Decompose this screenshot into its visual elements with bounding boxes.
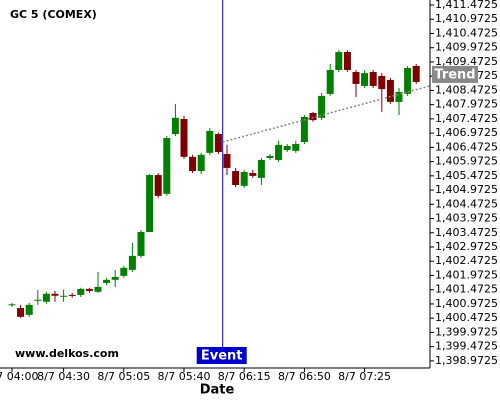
y-tick-label: 1,403.9725 bbox=[435, 212, 498, 225]
candle-body bbox=[223, 153, 231, 168]
candle-body bbox=[266, 155, 274, 158]
chart-title: GC 5 (COMEX) bbox=[10, 8, 97, 21]
x-tick-label: 8/7 06:15 bbox=[218, 370, 271, 383]
candle-body bbox=[309, 112, 317, 121]
candle-body bbox=[85, 288, 93, 291]
y-tick-label: 1,409.4725 bbox=[435, 55, 498, 68]
y-tick-label: 1,401.9725 bbox=[435, 268, 498, 281]
candle-body bbox=[240, 171, 248, 186]
y-tick-label: 1,401.4725 bbox=[435, 283, 498, 296]
candle-body bbox=[283, 146, 291, 150]
candle-body bbox=[378, 75, 386, 90]
trend-box bbox=[432, 65, 478, 83]
candle-body bbox=[17, 307, 25, 317]
y-tick-label: 1,406.4725 bbox=[435, 140, 498, 153]
y-tick-label: 1,407.9725 bbox=[435, 98, 498, 111]
x-axis-label: Date bbox=[200, 383, 235, 398]
candle-body bbox=[318, 95, 326, 118]
candle-body bbox=[120, 267, 128, 276]
event-box bbox=[196, 347, 247, 364]
event-label: Event bbox=[201, 349, 243, 364]
y-tick-label: 1,405.4725 bbox=[435, 169, 498, 182]
candle-body bbox=[335, 52, 343, 70]
candle-body bbox=[275, 144, 283, 160]
y-tick-label: 1,402.9725 bbox=[435, 240, 498, 253]
candle-body bbox=[154, 175, 162, 196]
candle-body bbox=[180, 118, 188, 157]
watermark: www.delkos.com bbox=[15, 347, 119, 360]
candle-body bbox=[51, 293, 59, 296]
candle-body bbox=[404, 67, 412, 94]
candle-body bbox=[326, 69, 334, 94]
candle-body bbox=[292, 144, 300, 151]
candle-body bbox=[34, 299, 42, 301]
candle-body bbox=[249, 173, 257, 176]
candle-body bbox=[77, 288, 85, 295]
y-tick-label: 1,411.4725 bbox=[435, 0, 498, 11]
y-tick-label: 1,402.4725 bbox=[435, 254, 498, 267]
trend-label: Trend bbox=[434, 67, 475, 82]
candle-body bbox=[206, 130, 214, 153]
candle-body bbox=[369, 71, 377, 86]
y-tick-label: 1,409.9725 bbox=[435, 41, 498, 54]
candle-body bbox=[232, 171, 240, 186]
x-tick-label: 8/7 05:40 bbox=[158, 370, 211, 383]
x-tick-label: 8/7 04:30 bbox=[37, 370, 90, 383]
candle-body bbox=[412, 65, 420, 82]
candle-body bbox=[137, 231, 145, 256]
candle-body bbox=[163, 138, 171, 194]
candle-body bbox=[386, 79, 394, 102]
candle-body bbox=[171, 117, 179, 135]
x-tick-label: 8/7 06:50 bbox=[278, 370, 331, 383]
y-tick-label: 1,404.9725 bbox=[435, 183, 498, 196]
y-tick-label: 1,407.4725 bbox=[435, 112, 498, 125]
candle-body bbox=[128, 255, 136, 270]
x-tick-label: 8/7 04:00 bbox=[0, 370, 38, 383]
y-tick-label: 1,410.4725 bbox=[435, 26, 498, 39]
candle-body bbox=[300, 116, 308, 143]
y-tick-label: 1,400.4725 bbox=[435, 311, 498, 324]
candle-body bbox=[68, 294, 76, 296]
x-tick-label: 8/7 05:05 bbox=[97, 370, 150, 383]
candle-body bbox=[146, 175, 154, 232]
y-tick-label: 1,406.9725 bbox=[435, 126, 498, 139]
candle-body bbox=[214, 134, 222, 152]
candle-body bbox=[103, 279, 111, 283]
y-tick-label: 1,410.9725 bbox=[435, 12, 498, 25]
candle-body bbox=[343, 52, 351, 70]
y-tick-label: 1,408.4725 bbox=[435, 83, 498, 96]
candle-body bbox=[395, 91, 403, 102]
y-tick-label: 1,399.9725 bbox=[435, 325, 498, 338]
candle-body bbox=[94, 286, 102, 292]
x-tick-label: 8/7 07:25 bbox=[338, 370, 391, 383]
y-tick-label: 1,399.4725 bbox=[435, 340, 498, 353]
candle-body bbox=[25, 304, 33, 315]
candle-body bbox=[361, 73, 369, 86]
candle-body bbox=[111, 276, 119, 280]
candle-body bbox=[189, 156, 197, 172]
candle-body bbox=[8, 304, 16, 306]
candle-body bbox=[352, 71, 360, 84]
candle-body bbox=[60, 295, 68, 297]
y-tick-label: 1,405.9725 bbox=[435, 155, 498, 168]
y-tick-label: 1,403.4725 bbox=[435, 226, 498, 239]
candle-body bbox=[42, 293, 50, 302]
candle-body bbox=[197, 154, 205, 172]
y-tick-label: 1,398.9725 bbox=[435, 354, 498, 367]
y-tick-label: 1,400.9725 bbox=[435, 297, 498, 310]
y-tick-label: 1,404.4725 bbox=[435, 197, 498, 210]
candle-body bbox=[257, 159, 265, 178]
